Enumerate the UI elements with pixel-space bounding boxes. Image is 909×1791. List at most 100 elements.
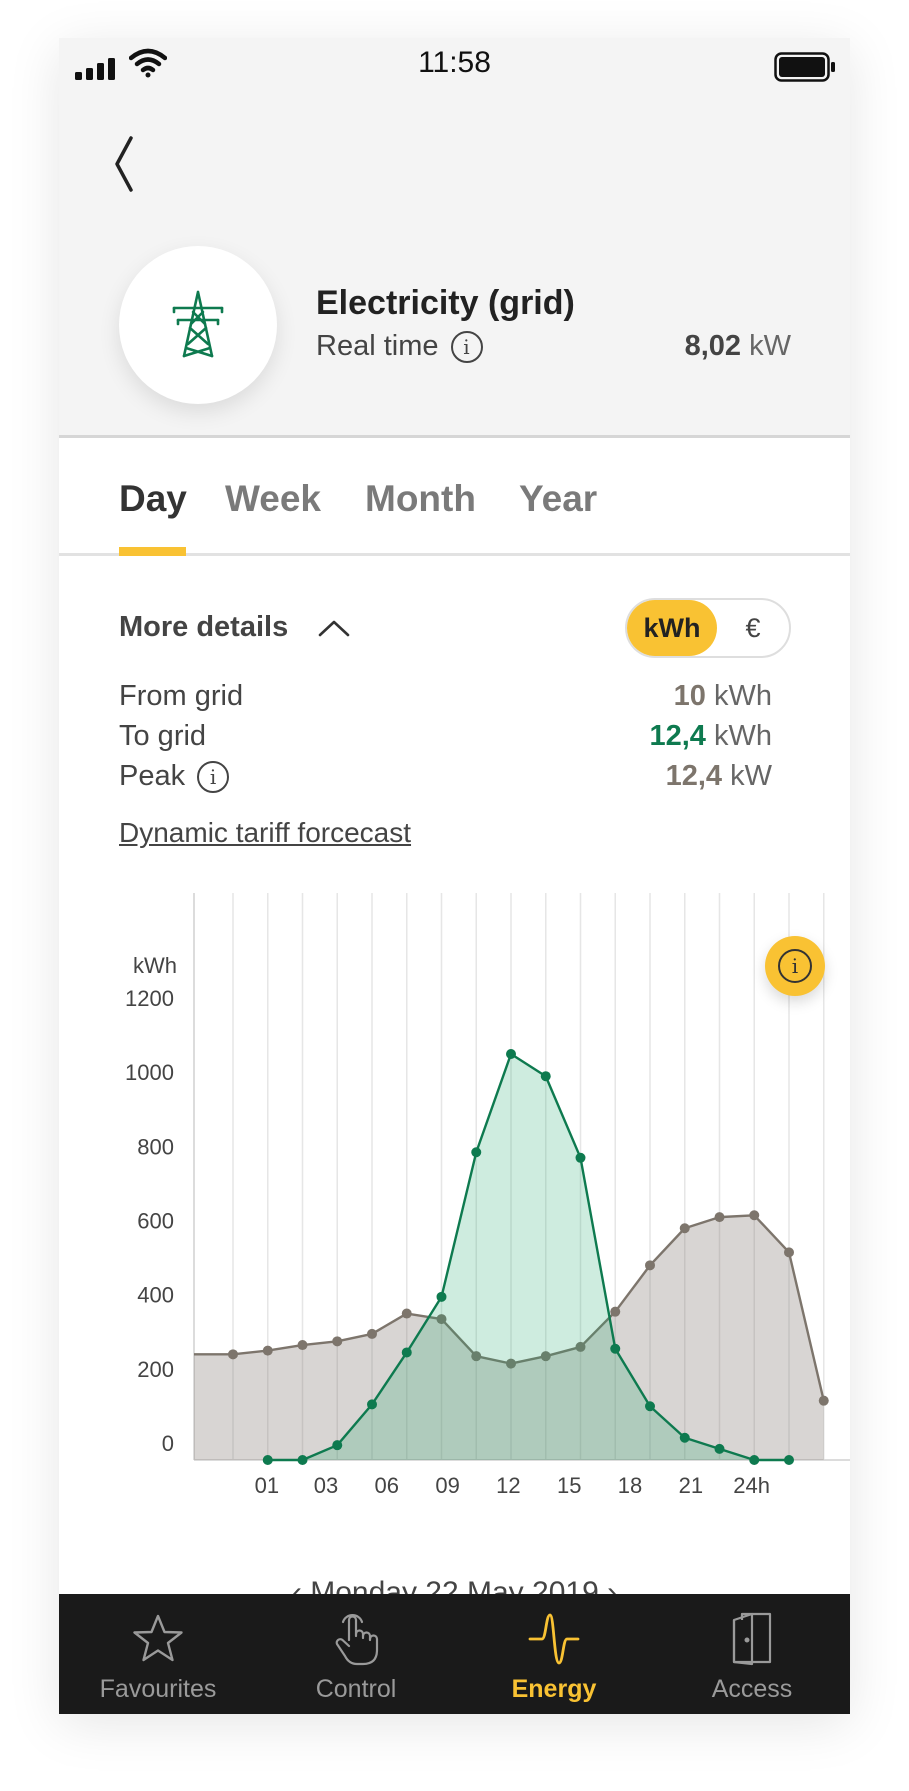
star-icon — [133, 1614, 183, 1662]
info-icon[interactable]: i — [450, 330, 483, 363]
series-area — [194, 1215, 824, 1460]
data-point — [436, 1314, 447, 1325]
active-tab-indicator — [119, 547, 186, 556]
power-value: 8,02 — [684, 330, 742, 362]
detail-value: 12,4 kWh — [649, 720, 772, 752]
x-tick-label: 21 — [679, 1473, 703, 1498]
y-tick-label: 1000 — [125, 1060, 174, 1085]
power-readout: 8,02 kW — [685, 330, 791, 363]
subtitle: Real time — [316, 330, 439, 362]
x-tick-label: 15 — [557, 1473, 581, 1498]
status-bar: 11:58 — [59, 38, 850, 98]
tabbar-label: Access — [711, 1675, 793, 1703]
back-chevron-icon[interactable] — [113, 130, 163, 200]
data-point — [575, 1341, 586, 1352]
data-point — [228, 1349, 238, 1360]
detail-label: Peak — [119, 760, 186, 792]
detail-label-wrap: Peak i — [119, 760, 230, 793]
chevron-up-icon — [318, 620, 350, 636]
info-icon: i — [778, 949, 812, 983]
data-point — [645, 1260, 655, 1271]
data-point — [714, 1443, 725, 1454]
subtitle-row: Real time i — [316, 330, 483, 363]
data-point — [297, 1455, 308, 1465]
data-point — [262, 1455, 273, 1465]
unit-euro-option[interactable]: € — [745, 612, 761, 643]
page-title: Electricity (grid) — [316, 284, 575, 322]
hand-pointer-icon — [335, 1614, 379, 1666]
x-tick-label: 06 — [375, 1473, 399, 1498]
data-point — [471, 1147, 482, 1158]
data-point — [436, 1291, 447, 1302]
detail-value: 12,4 kW — [665, 760, 772, 792]
wifi-icon — [129, 48, 167, 78]
data-point — [506, 1048, 516, 1059]
tabbar-item-energy[interactable]: Energy — [455, 1594, 653, 1714]
tabbar-item-favourites[interactable]: Favourites — [59, 1594, 257, 1714]
data-point — [784, 1455, 794, 1465]
phone-frame: 11:58 Electricity (grid) Real time i 8,0… — [59, 38, 850, 1714]
tabbar-item-access[interactable]: Access — [653, 1594, 850, 1714]
peak-info-icon[interactable]: i — [197, 760, 230, 793]
detail-label: From grid — [119, 680, 244, 712]
data-point — [367, 1399, 377, 1410]
status-time: 11:58 — [418, 46, 491, 79]
data-point — [749, 1210, 760, 1221]
data-point — [610, 1306, 621, 1317]
signal-icon — [75, 58, 115, 80]
more-details-toggle[interactable]: More details — [119, 611, 350, 644]
x-tick-label: 01 — [255, 1473, 279, 1498]
tab-week[interactable]: Week — [225, 478, 321, 519]
data-point — [575, 1152, 586, 1163]
data-point — [262, 1345, 273, 1356]
data-point — [332, 1440, 343, 1451]
data-point — [714, 1212, 725, 1223]
y-tick-label: 200 — [137, 1357, 174, 1382]
energy-chart: kWh 1200 1000 800 600 400 200 0 01 03 06 09 12 15 18 21… — [125, 893, 850, 1498]
data-point — [401, 1347, 412, 1358]
x-tick-label: 12 — [496, 1473, 520, 1498]
device-avatar — [119, 246, 277, 404]
unit-toggle[interactable]: kWh € — [625, 598, 791, 658]
detail-value: 10 kWh — [673, 680, 772, 712]
door-icon — [732, 1612, 772, 1666]
data-point — [818, 1395, 829, 1406]
y-tick-label: 400 — [137, 1283, 174, 1308]
tabbar-label: Energy — [511, 1675, 597, 1703]
tab-day[interactable]: Day — [119, 478, 187, 519]
series-line — [267, 1052, 789, 1462]
tabbar-label: Control — [315, 1675, 397, 1703]
tabbar-label: Favourites — [99, 1675, 217, 1703]
x-tick-label: 18 — [618, 1473, 642, 1498]
data-point — [645, 1401, 655, 1412]
y-tick-label: 0 — [162, 1431, 174, 1456]
period-tabs: Day Week Month Year — [59, 438, 850, 556]
bottom-tab-bar: Favourites Control — [59, 1594, 850, 1714]
data-point — [367, 1328, 377, 1339]
y-tick-label: 1200 — [125, 986, 174, 1011]
data-point — [540, 1071, 551, 1082]
y-axis-label: kWh — [133, 953, 177, 978]
data-point — [540, 1351, 551, 1362]
x-tick-label: 09 — [435, 1473, 459, 1498]
energy-wave-icon — [528, 1613, 580, 1665]
battery-icon — [774, 52, 835, 82]
data-point — [297, 1340, 308, 1351]
x-tick-label: 24h — [733, 1473, 770, 1498]
y-tick-label: 600 — [137, 1209, 174, 1234]
data-point — [471, 1351, 482, 1362]
tab-year[interactable]: Year — [519, 478, 598, 519]
chart-info-button[interactable]: i — [765, 936, 825, 996]
tabbar-item-control[interactable]: Control — [257, 1594, 455, 1714]
y-tick-label: 800 — [137, 1134, 174, 1159]
unit-kwh-option[interactable]: kWh — [627, 600, 717, 656]
data-point — [401, 1308, 412, 1319]
dynamic-tariff-link[interactable]: Dynamic tariff forcecast — [119, 817, 412, 848]
data-point — [679, 1432, 690, 1443]
data-point — [679, 1223, 690, 1234]
tab-month[interactable]: Month — [365, 478, 476, 519]
x-tick-label: 03 — [314, 1473, 338, 1498]
power-unit: kW — [749, 330, 791, 362]
data-point — [749, 1455, 760, 1465]
data-point — [784, 1247, 794, 1258]
